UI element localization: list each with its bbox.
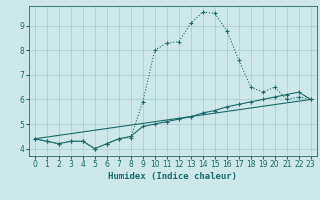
X-axis label: Humidex (Indice chaleur): Humidex (Indice chaleur) (108, 172, 237, 181)
